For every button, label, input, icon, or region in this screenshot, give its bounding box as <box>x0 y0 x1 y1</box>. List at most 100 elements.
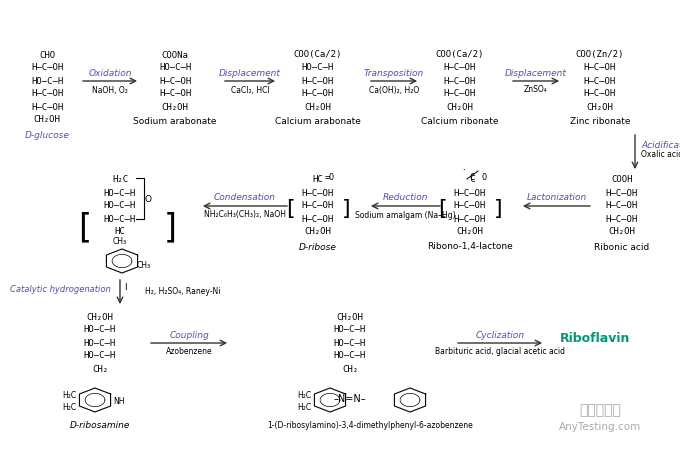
Text: CaCl₂, HCl: CaCl₂, HCl <box>231 86 269 95</box>
Text: CHO: CHO <box>39 51 55 60</box>
Text: HO–C–H: HO–C–H <box>84 325 116 334</box>
Text: CH₂OH: CH₂OH <box>456 228 483 237</box>
Text: Displacement: Displacement <box>505 69 567 77</box>
Text: C: C <box>469 172 475 182</box>
Text: CH₃: CH₃ <box>137 262 151 271</box>
Text: ]: ] <box>494 198 503 218</box>
Text: H₂C: H₂C <box>62 390 76 399</box>
Text: HC: HC <box>115 228 125 237</box>
Text: H–C–OH: H–C–OH <box>584 76 616 86</box>
Text: HO–C–H: HO–C–H <box>104 202 136 211</box>
Text: H–C–OH: H–C–OH <box>444 90 476 98</box>
Text: Azobenzene: Azobenzene <box>166 348 212 357</box>
Text: C: C <box>464 176 475 184</box>
Text: Calcium arabonate: Calcium arabonate <box>275 117 361 126</box>
Text: H–C–OH: H–C–OH <box>31 90 63 98</box>
Text: HO–C–H: HO–C–H <box>104 188 136 197</box>
Text: H–C–OH: H–C–OH <box>454 188 486 197</box>
Text: CH₂OH: CH₂OH <box>609 228 635 237</box>
Text: CH₂: CH₂ <box>342 364 358 374</box>
Text: 嘉岭检测网: 嘉岭检测网 <box>579 403 621 417</box>
Text: H₂C: H₂C <box>297 390 311 399</box>
Text: Ca(OH)₂, H₂O: Ca(OH)₂, H₂O <box>369 86 419 95</box>
Text: NaOH, O₂: NaOH, O₂ <box>92 86 128 95</box>
Text: CH₂OH: CH₂OH <box>86 313 114 322</box>
Text: Oxidation: Oxidation <box>88 69 132 77</box>
Text: H–C–OH: H–C–OH <box>606 202 638 211</box>
Text: ̇: ̇ <box>460 169 467 179</box>
Text: H–C–OH: H–C–OH <box>302 76 334 86</box>
Text: HO–C–H: HO–C–H <box>334 352 366 360</box>
Text: [: [ <box>438 198 446 218</box>
Text: ]: ] <box>163 212 177 244</box>
Text: COO(Ca/2): COO(Ca/2) <box>294 51 342 60</box>
Text: CH₂OH: CH₂OH <box>305 102 331 111</box>
Text: H–C–OH: H–C–OH <box>454 214 486 223</box>
Text: H–C–OH: H–C–OH <box>302 90 334 98</box>
Text: Ribonic acid: Ribonic acid <box>594 243 649 252</box>
Text: HO–C–H: HO–C–H <box>84 339 116 348</box>
Text: =O: =O <box>325 172 335 182</box>
Text: H₂C: H₂C <box>297 404 311 413</box>
Text: D-ribosamine: D-ribosamine <box>70 421 130 430</box>
Text: Condensation: Condensation <box>214 193 276 202</box>
Text: Catalytic hydrogenation: Catalytic hydrogenation <box>10 285 111 294</box>
Text: H–C–OH: H–C–OH <box>31 64 63 72</box>
Text: HO–C–H: HO–C–H <box>84 352 116 360</box>
Text: CH₂: CH₂ <box>92 364 108 374</box>
Text: H–C–OH: H–C–OH <box>302 188 334 197</box>
Text: HO–C–H: HO–C–H <box>334 325 366 334</box>
Text: Coupling: Coupling <box>169 330 209 339</box>
Text: Sodium arabonate: Sodium arabonate <box>133 117 217 126</box>
Text: CH₂OH: CH₂OH <box>587 102 613 111</box>
Text: COOH: COOH <box>611 176 633 184</box>
Text: H₂C: H₂C <box>62 404 76 413</box>
Text: H–C–OH: H–C–OH <box>584 64 616 72</box>
Text: H–C–OH: H–C–OH <box>159 90 191 98</box>
Text: Sodium amalgam (Na–Hg): Sodium amalgam (Na–Hg) <box>355 211 456 219</box>
Text: HO–C–H: HO–C–H <box>104 214 136 223</box>
Text: D-glucose: D-glucose <box>24 131 69 140</box>
Text: –N=N–: –N=N– <box>334 394 367 404</box>
Text: Displacement: Displacement <box>219 69 281 77</box>
Text: HC: HC <box>313 176 324 184</box>
Text: 1-(D-ribosylamino)-3,4-dimethylphenyl-6-azobenzene: 1-(D-ribosylamino)-3,4-dimethylphenyl-6-… <box>267 421 473 430</box>
Text: H–C–OH: H–C–OH <box>302 214 334 223</box>
Text: Calcium ribonate: Calcium ribonate <box>421 117 498 126</box>
Text: H–C–OH: H–C–OH <box>302 202 334 211</box>
Text: Acidification: Acidification <box>641 141 680 150</box>
Text: CH₂OH: CH₂OH <box>447 102 473 111</box>
Text: H–C–OH: H–C–OH <box>454 202 486 211</box>
Text: H–C–OH: H–C–OH <box>444 64 476 72</box>
Text: H₂C: H₂C <box>112 176 128 184</box>
Text: ZnSO₄: ZnSO₄ <box>524 86 548 95</box>
Text: CH₂OH: CH₂OH <box>162 102 188 111</box>
Text: Ribono-1,4-lactone: Ribono-1,4-lactone <box>427 243 513 252</box>
Text: COO(Ca/2): COO(Ca/2) <box>436 51 484 60</box>
Text: Oxalic acid, H₂O: Oxalic acid, H₂O <box>641 151 680 160</box>
Text: Cyclization: Cyclization <box>475 330 524 339</box>
Text: H–C–OH: H–C–OH <box>159 76 191 86</box>
Text: [: [ <box>286 198 294 218</box>
Text: I: I <box>124 283 126 293</box>
Text: COO(Zn/2): COO(Zn/2) <box>576 51 624 60</box>
Text: O: O <box>481 173 486 182</box>
Text: H–C–OH: H–C–OH <box>606 188 638 197</box>
Text: HO–C–H: HO–C–H <box>334 339 366 348</box>
Text: Lactonization: Lactonization <box>526 193 587 202</box>
Text: H–C–OH: H–C–OH <box>584 90 616 98</box>
Text: Transposition: Transposition <box>364 69 424 77</box>
Text: CH₂OH: CH₂OH <box>305 228 331 237</box>
Text: HO–C–H: HO–C–H <box>159 64 191 72</box>
Text: ]: ] <box>341 198 350 218</box>
Text: CH₂OH: CH₂OH <box>337 313 363 322</box>
Text: O: O <box>144 195 152 204</box>
Text: H₂, H₂SO₄, Raney-Ni: H₂, H₂SO₄, Raney-Ni <box>145 288 220 297</box>
Text: COONa: COONa <box>162 51 188 60</box>
Text: H–C–OH: H–C–OH <box>606 214 638 223</box>
Text: Zinc ribonate: Zinc ribonate <box>570 117 630 126</box>
Text: D-ribose: D-ribose <box>299 243 337 252</box>
Text: NH₂C₆H₃(CH₃)₂, NaOH: NH₂C₆H₃(CH₃)₂, NaOH <box>204 211 286 219</box>
Text: NH: NH <box>114 398 124 406</box>
Text: CH₂OH: CH₂OH <box>33 116 61 125</box>
